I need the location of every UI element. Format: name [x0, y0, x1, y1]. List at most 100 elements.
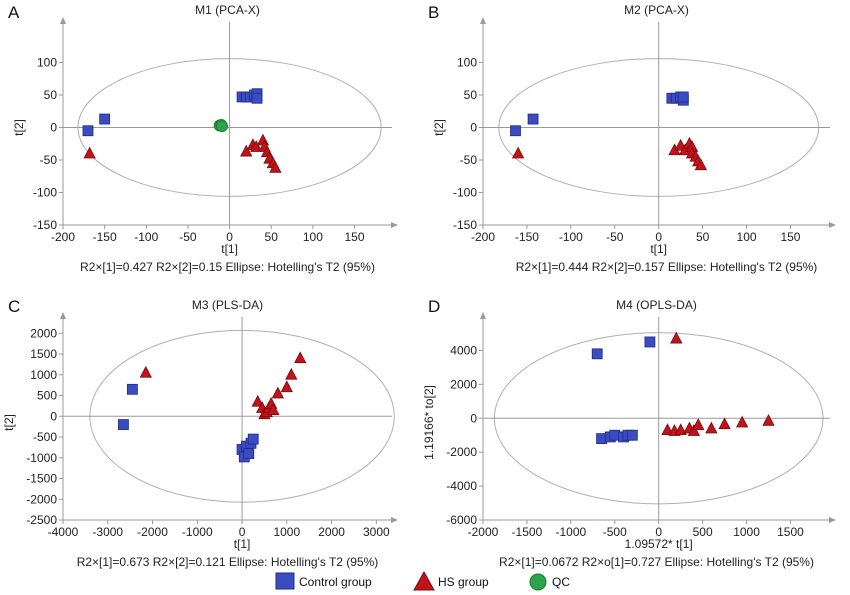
y-tick-label: -1500 [26, 472, 57, 486]
panel-title: M3 (PLS-DA) [192, 298, 263, 312]
control-point [243, 448, 255, 460]
legend-circle-icon [529, 573, 547, 591]
hs-point [511, 146, 525, 159]
panel-label: C [8, 297, 20, 316]
hs-point [83, 146, 96, 159]
y-tick-label: -6000 [446, 513, 477, 527]
x-tick-label: -150 [515, 230, 539, 244]
control-point [591, 348, 603, 360]
control-point [644, 336, 656, 348]
panel-title: M1 (PCA-X) [195, 3, 260, 17]
hs-point [694, 158, 708, 171]
x-tick-label: -1000 [182, 525, 213, 539]
panel-footer: R2×[1]=0.673 R2×[2]=0.121 Ellipse: Hotel… [77, 555, 379, 569]
x-tick-label: -4000 [48, 525, 79, 539]
x-tick-label: -50 [606, 230, 624, 244]
x-tick-label: -200 [51, 230, 75, 244]
legend: Control group HS group QC [275, 570, 570, 591]
hs-point [674, 423, 687, 436]
hs-point [269, 160, 282, 173]
control-point [510, 125, 521, 137]
hs-point [251, 394, 264, 407]
control-point [251, 92, 263, 104]
control-point [126, 383, 138, 395]
x-tick-label: -3000 [92, 525, 123, 539]
y-tick-label: -2500 [26, 513, 57, 527]
legend-square-icon [275, 572, 295, 590]
hs-point [271, 386, 285, 399]
x-tick-label: -100 [559, 230, 583, 244]
hs-point [250, 140, 263, 152]
hs-point [718, 417, 731, 430]
y-tick-label: 50 [44, 88, 58, 102]
panel-a: A M1 (PCA-X)-200 -150 -100 -50 0 50 100 150-150-… [8, 3, 398, 274]
x-axis-arrow [391, 222, 398, 228]
legend-item-qc: QC [529, 573, 570, 591]
y-tick-label: -100 [453, 186, 477, 200]
x-tick-label: -1000 [555, 525, 586, 539]
x-tick-label: 150 [780, 230, 800, 244]
y-tick-label: 1000 [30, 368, 57, 382]
y-tick-label: 100 [457, 56, 477, 70]
panel-footer: R2×[1]=0.0672 R2×o[1]=0.727 Ellipse: Hot… [499, 555, 814, 569]
y-tick-label: 2000 [30, 326, 57, 340]
x-tick-label: -2000 [468, 525, 499, 539]
y-tick-label: -1000 [26, 451, 57, 465]
y-tick-label: 1500 [30, 347, 57, 361]
x-axis-arrow [829, 222, 836, 228]
y-tick-label: 100 [37, 56, 57, 70]
y-tick-label: 0 [470, 121, 477, 135]
x-tick-label: 0 [655, 230, 662, 244]
hs-point [762, 413, 775, 426]
legend-label: HS group [438, 575, 489, 589]
y-axis-label: t[2] [12, 119, 26, 136]
x-tick-label: 1000 [733, 525, 760, 539]
y-axis-arrow [480, 312, 486, 319]
x-tick-label: -150 [93, 230, 117, 244]
hs-point [705, 421, 718, 434]
y-tick-label: 50 [464, 88, 478, 102]
panel-b: B M2 (PCA-X)-200 -150 -100 -50 0 50 100 150-150-… [428, 3, 836, 274]
x-tick-label: -50 [179, 230, 197, 244]
control-point [247, 433, 259, 445]
panel-label: B [428, 3, 439, 22]
x-tick-label: 1500 [777, 525, 804, 539]
y-tick-label: 0 [50, 409, 57, 423]
x-tick-label: 50 [696, 230, 710, 244]
panel-d: D M4 (OPLS-DA) -2000 -1500 -1000 -500 0 500 1000… [422, 297, 836, 569]
hs-point [240, 144, 253, 157]
y-axis-arrow [480, 17, 486, 24]
y-tick-label: 500 [37, 389, 57, 403]
control-point [626, 429, 638, 441]
y-tick-label: -4000 [446, 479, 477, 493]
hs-point [294, 351, 307, 364]
hs-point [670, 331, 683, 344]
y-tick-label: -150 [453, 218, 477, 232]
x-tick-label: 150 [345, 230, 365, 244]
y-axis-label: t[2] [432, 119, 446, 136]
hs-point [139, 365, 152, 378]
hs-point [267, 403, 280, 415]
panel-label: D [428, 297, 440, 316]
y-tick-label: -100 [33, 186, 57, 200]
y-tick-label: 2000 [450, 377, 477, 391]
x-axis-label: t[1] [234, 537, 251, 551]
legend-triangle-icon [413, 570, 435, 591]
x-tick-label: -500 [603, 525, 627, 539]
y-tick-label: -2000 [446, 445, 477, 459]
hs-point [280, 380, 293, 393]
x-axis-label: t[1] [650, 242, 667, 256]
control-point [118, 419, 129, 430]
x-tick-label: -100 [134, 230, 158, 244]
hs-point [735, 415, 749, 428]
qc-point [216, 120, 228, 133]
x-tick-label: 500 [693, 525, 713, 539]
y-axis-label: t[2] [2, 414, 16, 431]
hs-point [661, 423, 674, 436]
legend-label: Control group [299, 575, 372, 589]
panel-footer: R2×[1]=0.427 R2×[2]=0.15 Ellipse: Hotell… [80, 260, 375, 274]
y-tick-label: 0 [470, 411, 477, 425]
x-axis-label: 1.09572* t[1] [625, 537, 693, 551]
x-tick-label: 1000 [273, 525, 300, 539]
x-tick-label: 100 [303, 230, 323, 244]
